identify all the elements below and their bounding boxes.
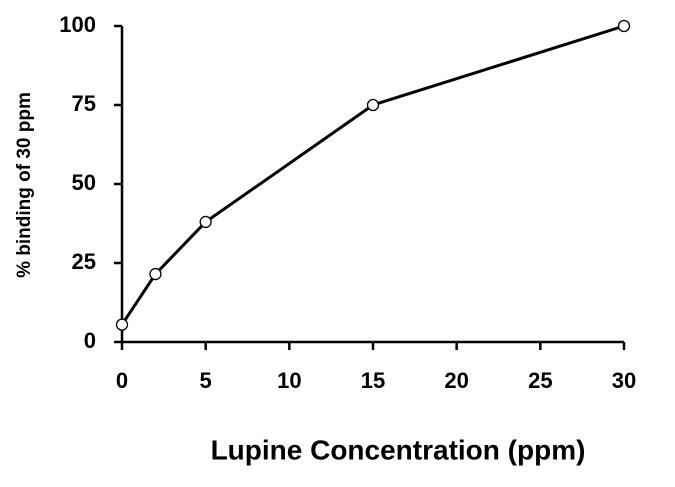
marker — [199, 215, 212, 229]
x-tick-label: 15 — [361, 368, 385, 393]
x-tick-label: 5 — [200, 368, 212, 393]
x-tick-label: 0 — [116, 368, 128, 393]
y-tick-label: 100 — [59, 12, 96, 37]
x-axis-label: Lupine Concentration (ppm) — [211, 434, 586, 465]
x-tick-label: 25 — [528, 368, 552, 393]
marker — [115, 318, 129, 331]
y-tick-label: 75 — [72, 91, 96, 116]
marker — [149, 267, 162, 281]
line — [120, 24, 625, 326]
x-tick-label: 30 — [612, 368, 636, 393]
y-tick-label: 50 — [72, 170, 96, 195]
marker — [617, 19, 631, 33]
y-axis-label: % binding of 30 ppm — [14, 92, 35, 278]
y-tick-label: 25 — [72, 249, 96, 274]
x-tick-label: 20 — [444, 368, 468, 393]
marker — [366, 98, 380, 112]
x-tick-label: 10 — [277, 368, 301, 393]
y-tick-label: 0 — [84, 328, 96, 353]
